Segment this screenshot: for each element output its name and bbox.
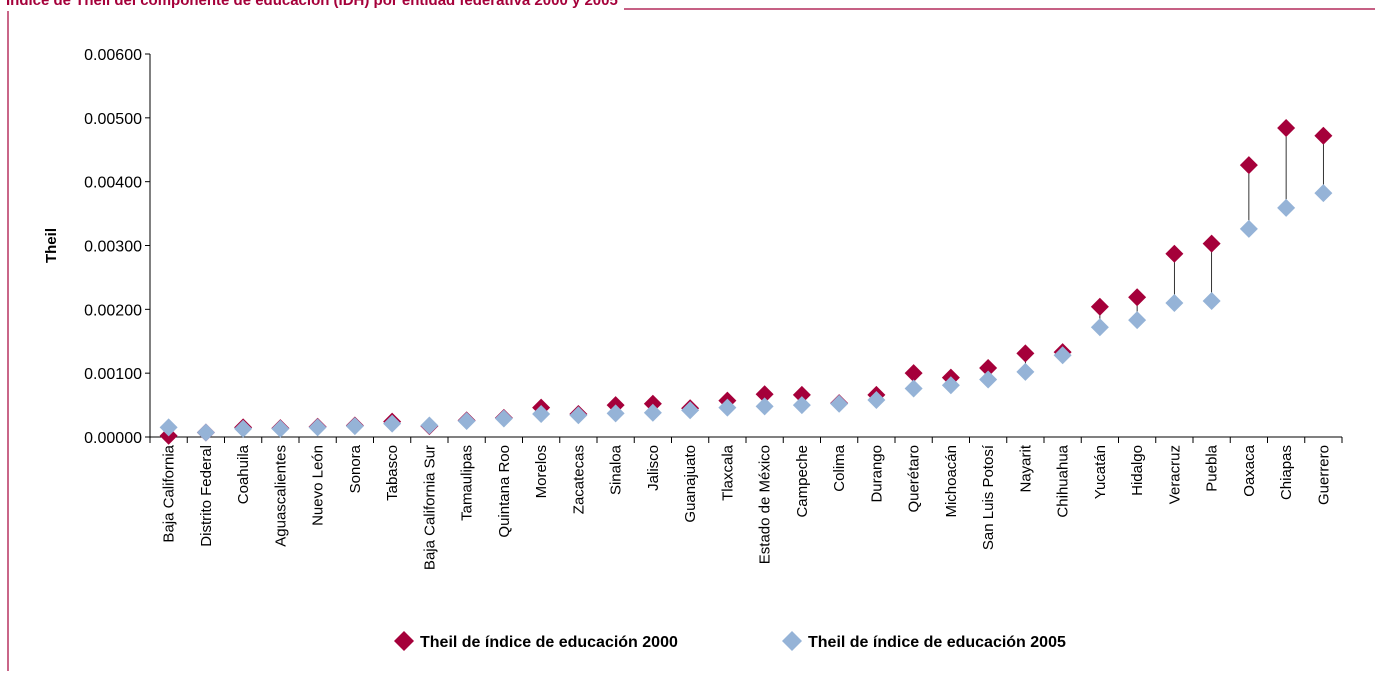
markers-group <box>159 119 1333 445</box>
y-tick-label: 0.00100 <box>84 366 142 383</box>
y-axis-title: Theil <box>43 228 60 263</box>
x-tick-label: Baja California <box>161 444 178 542</box>
point-2005 <box>1314 184 1333 203</box>
x-tick-label: Chihuahua <box>1055 444 1072 517</box>
point-2005 <box>345 417 364 436</box>
x-tick-label: Guerrero <box>1315 445 1332 505</box>
point-2005 <box>196 423 215 442</box>
x-tick-label: Sonora <box>347 444 364 493</box>
point-2000 <box>1165 244 1184 263</box>
legend-marker <box>394 631 414 651</box>
y-tick-label: 0.00400 <box>84 175 142 192</box>
y-tick-label: 0.00300 <box>84 239 142 256</box>
x-tick-label: Hidalgo <box>1129 445 1146 496</box>
axes-group: 0.00000 0.00100 0.00200 0.00300 0.00400 0.005… <box>43 47 1343 570</box>
point-2005 <box>792 396 811 415</box>
point-2005 <box>643 403 662 422</box>
y-tick-label: 0.00600 <box>84 47 142 64</box>
point-2005 <box>1053 346 1072 365</box>
point-2005 <box>234 419 253 438</box>
x-tick-label: Tlaxcala <box>719 444 736 501</box>
point-2000 <box>904 364 923 383</box>
point-2005 <box>1239 219 1258 238</box>
x-tick-label: Puebla <box>1204 444 1221 491</box>
chart-title: Índice de Theil del componente de educac… <box>0 0 624 11</box>
legend-label: Theil de índice de educación 2000 <box>420 634 678 651</box>
point-2005 <box>904 379 923 398</box>
x-tick-label: Zacatecas <box>570 445 587 514</box>
x-tick-label: Quintana Roo <box>496 445 513 538</box>
point-2005 <box>383 414 402 433</box>
point-2000 <box>1202 234 1221 253</box>
x-tick-label: Colima <box>831 444 848 491</box>
point-2000 <box>1239 156 1258 175</box>
x-tick-label: Aguascalientes <box>272 445 289 547</box>
y-tick-label: 0.00500 <box>84 111 142 128</box>
point-2005 <box>271 419 290 438</box>
x-tick-label: Durango <box>868 445 885 503</box>
x-tick-label: Distrito Federal <box>198 445 215 547</box>
x-tick-label: Morelos <box>533 445 550 498</box>
x-tick-label: Guanajuato <box>682 445 699 523</box>
point-2000 <box>755 385 774 404</box>
point-2005 <box>830 394 849 413</box>
point-2000 <box>1016 344 1035 363</box>
legend-label: Theil de índice de educación 2005 <box>808 634 1066 651</box>
point-2005 <box>941 376 960 395</box>
x-tick-label: San Luis Potosí <box>980 444 997 550</box>
legend-group: Theil de índice de educación 2000 Theil d… <box>394 631 1066 651</box>
point-2000 <box>1090 297 1109 316</box>
x-tick-label: Querétaro <box>906 445 923 513</box>
y-tick-label: 0.00000 <box>84 430 142 447</box>
point-2000 <box>1277 119 1296 138</box>
x-tick-label: Nuevo León <box>310 445 327 526</box>
point-2000 <box>1314 126 1333 145</box>
point-2000 <box>792 385 811 404</box>
point-2005 <box>867 390 886 409</box>
point-2005 <box>606 404 625 423</box>
x-tick-label: Oaxaca <box>1241 444 1258 496</box>
point-2005 <box>718 398 737 417</box>
x-tick-label: Michoacán <box>943 445 960 518</box>
point-2005 <box>569 406 588 425</box>
point-2005 <box>1165 293 1184 312</box>
point-2005 <box>308 418 327 437</box>
x-tick-label: Veracruz <box>1166 445 1183 504</box>
y-tick-label: 0.00200 <box>84 302 142 319</box>
point-2005 <box>1202 292 1221 311</box>
x-tick-label: Nayarit <box>1017 444 1034 492</box>
point-2005 <box>1090 318 1109 337</box>
point-2000 <box>979 359 998 378</box>
point-2005 <box>755 397 774 416</box>
x-tick-label: Sinaloa <box>608 444 625 495</box>
point-2000 <box>1128 288 1147 307</box>
x-tick-label: Yucatán <box>1092 445 1109 499</box>
x-tick-label: Chiapas <box>1278 445 1295 500</box>
legend-marker <box>782 631 802 651</box>
point-2005 <box>1016 362 1035 381</box>
x-tick-label: Campeche <box>794 445 811 518</box>
drop-lines-group <box>168 128 1324 436</box>
x-tick-label: Jalisco <box>645 445 662 491</box>
point-2005 <box>532 405 551 424</box>
x-tick-label: Baja California Sur <box>421 445 438 570</box>
point-2005 <box>1128 311 1147 330</box>
point-2005 <box>494 409 513 428</box>
x-tick-label: Tamaulipas <box>459 445 476 521</box>
point-2005 <box>979 370 998 389</box>
point-2005 <box>681 401 700 420</box>
point-2005 <box>159 418 178 437</box>
point-2005 <box>457 412 476 431</box>
point-2005 <box>420 416 439 435</box>
x-tick-label: Coahuila <box>235 444 252 504</box>
x-tick-label: Estado de México <box>757 445 774 564</box>
point-2005 <box>1277 198 1296 217</box>
x-tick-label: Tabasco <box>384 445 401 501</box>
